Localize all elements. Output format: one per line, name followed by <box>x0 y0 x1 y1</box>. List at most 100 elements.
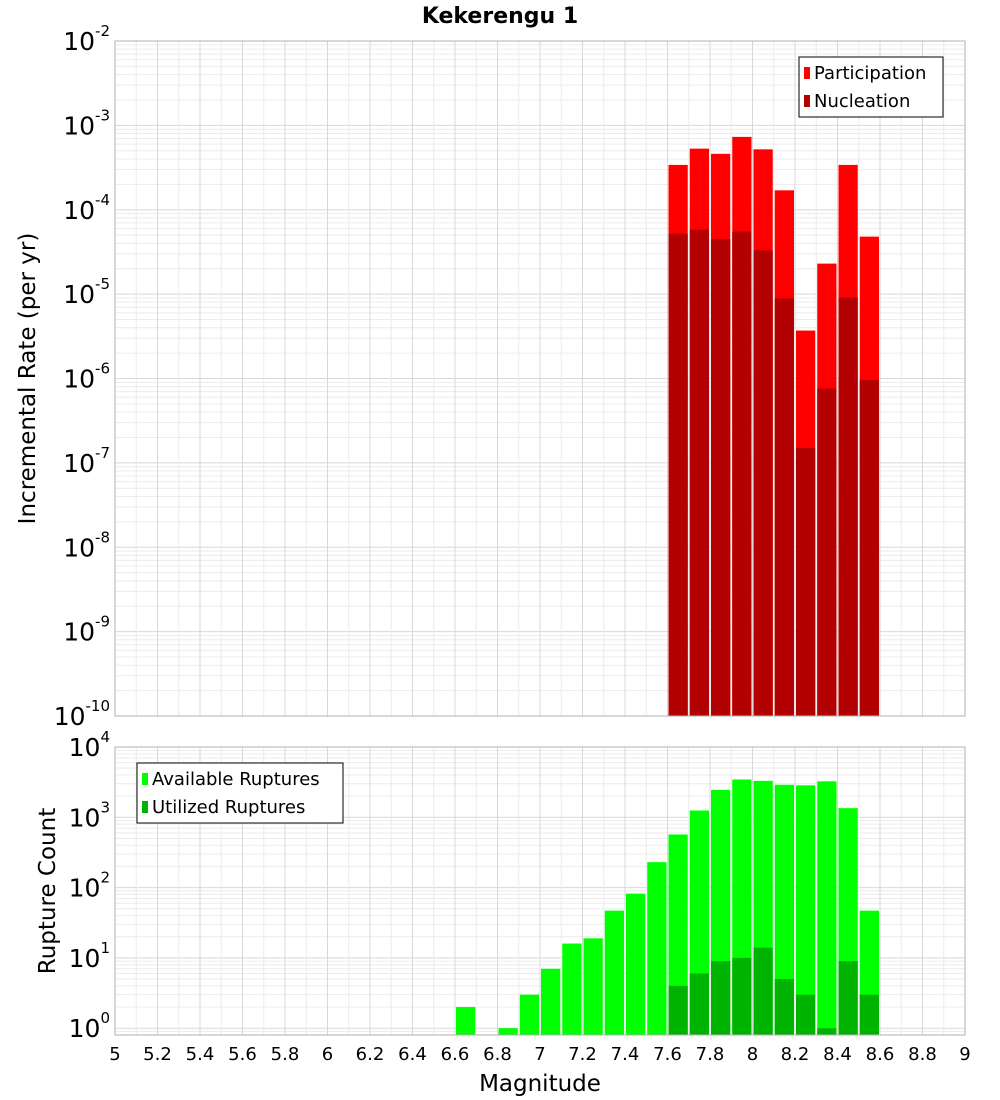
y-tick-label: 104 <box>69 728 110 762</box>
y-tick-label: 10-3 <box>63 106 110 140</box>
nucleation-bar <box>838 297 858 716</box>
x-tick-label: 5.6 <box>228 1044 257 1065</box>
x-tick-label: 6.6 <box>441 1044 470 1065</box>
y-tick-base: 10 <box>69 874 101 903</box>
x-tick-label: 7 <box>534 1044 545 1065</box>
x-tick-labels: 5 5.2 5.4 5.6 5.8 6 6.2 6.4 6.6 6.8 7 7.2 7.4 7.6 7.8 8… <box>109 1044 970 1065</box>
utilized-ruptures-bar <box>774 979 794 1035</box>
y-tick-base: 10 <box>63 196 95 225</box>
legend-swatch <box>804 67 810 79</box>
y-tick-label: 10-9 <box>63 613 110 647</box>
x-tick-label: 7.4 <box>611 1044 640 1065</box>
y-tick-label: 10-5 <box>63 275 110 309</box>
rate-panel: 10-1010-910-810-710-610-510-410-310-2Inc… <box>15 22 966 731</box>
utilized-ruptures-bar <box>753 947 773 1035</box>
available-ruptures-bar <box>668 834 688 1035</box>
nucleation-bar <box>689 229 709 717</box>
legend-label: Participation <box>814 63 926 84</box>
nucleation-bar <box>796 448 816 716</box>
utilized-ruptures-bar <box>732 957 752 1035</box>
y-tick-label: 10-8 <box>63 528 110 562</box>
y-tick-exponent: -3 <box>95 106 110 124</box>
y-tick-exponent: 3 <box>100 798 110 816</box>
x-tick-label: 8 <box>747 1044 758 1065</box>
x-tick-label: 7.8 <box>696 1044 725 1065</box>
legend-swatch <box>142 801 148 813</box>
available-ruptures-bar <box>583 938 603 1035</box>
available-ruptures-bar <box>796 785 816 1035</box>
available-ruptures-bar <box>647 862 667 1035</box>
legend-box <box>798 56 944 118</box>
y-tick-exponent: 0 <box>100 1009 110 1027</box>
legend-swatch <box>142 773 148 785</box>
rate-legend: Participation Nucleation <box>798 56 944 118</box>
utilized-ruptures-bar <box>859 994 879 1035</box>
legend-swatch <box>804 95 810 107</box>
x-tick-label: 8.6 <box>866 1044 895 1065</box>
y-tick-exponent: -6 <box>95 360 110 378</box>
count-legend: Available Ruptures Utilized Ruptures <box>136 762 344 824</box>
x-tick-label: 6.2 <box>356 1044 385 1065</box>
x-tick-label: 5.2 <box>143 1044 172 1065</box>
x-tick-label: 5.8 <box>271 1044 300 1065</box>
y-tick-exponent: 2 <box>100 869 110 887</box>
y-tick-exponent: -7 <box>95 444 110 462</box>
y-tick-base: 10 <box>63 618 95 647</box>
y-tick-exponent: 1 <box>100 939 110 957</box>
nucleation-bar <box>753 250 773 717</box>
y-tick-base: 10 <box>63 533 95 562</box>
nucleation-bar <box>817 388 837 716</box>
x-tick-label: 9 <box>959 1044 970 1065</box>
y-tick-label: 103 <box>69 798 110 832</box>
legend-label: Nucleation <box>814 91 910 112</box>
nucleation-bar <box>668 233 688 716</box>
x-tick-label: 8.4 <box>823 1044 852 1065</box>
nucleation-bar <box>774 298 794 716</box>
nucleation-bar <box>859 379 879 716</box>
y-tick-exponent: -4 <box>95 191 110 209</box>
available-ruptures-bar <box>604 910 624 1035</box>
count-y-axis-label: Rupture Count <box>35 808 61 974</box>
y-tick-label: 102 <box>69 869 110 903</box>
y-tick-label: 10-7 <box>63 444 110 478</box>
available-ruptures-bar <box>562 943 582 1035</box>
x-tick-label: 8.2 <box>781 1044 810 1065</box>
y-tick-label: 101 <box>69 939 110 973</box>
rate-y-axis-label: Incremental Rate (per yr) <box>15 233 41 525</box>
x-axis-label: Magnitude <box>479 1071 601 1097</box>
x-tick-label: 7.2 <box>568 1044 597 1065</box>
y-tick-base: 10 <box>69 733 101 762</box>
legend-label: Utilized Ruptures <box>152 797 305 818</box>
available-ruptures-bar <box>498 1028 518 1035</box>
y-tick-label: 10-10 <box>54 697 110 731</box>
y-tick-label: 10-4 <box>63 191 110 225</box>
utilized-ruptures-bar <box>689 973 709 1035</box>
y-tick-exponent: -8 <box>95 528 110 546</box>
y-tick-exponent: -10 <box>86 697 111 715</box>
utilized-ruptures-bar <box>817 1028 837 1035</box>
y-tick-base: 10 <box>54 702 86 731</box>
y-tick-base: 10 <box>63 365 95 394</box>
y-tick-base: 10 <box>69 1014 101 1043</box>
y-tick-exponent: -5 <box>95 275 110 293</box>
available-ruptures-bar <box>541 968 561 1035</box>
x-tick-label: 5 <box>109 1044 120 1065</box>
legend-label: Available Ruptures <box>152 769 320 790</box>
utilized-ruptures-bar <box>796 994 816 1035</box>
available-ruptures-bar <box>774 784 794 1035</box>
x-tick-label: 6 <box>322 1044 333 1065</box>
x-tick-label: 6.8 <box>483 1044 512 1065</box>
rate-grid <box>114 40 966 717</box>
y-tick-exponent: -2 <box>95 22 110 40</box>
x-tick-label: 5.4 <box>186 1044 215 1065</box>
utilized-ruptures-bar <box>711 961 731 1035</box>
rate-plot-frame <box>114 40 966 717</box>
rate-series-1 <box>668 229 879 717</box>
available-ruptures-bar <box>456 1007 476 1035</box>
y-tick-base: 10 <box>69 803 101 832</box>
available-ruptures-bar <box>626 893 646 1035</box>
y-tick-base: 10 <box>63 27 95 56</box>
y-tick-label: 10-2 <box>63 22 110 56</box>
